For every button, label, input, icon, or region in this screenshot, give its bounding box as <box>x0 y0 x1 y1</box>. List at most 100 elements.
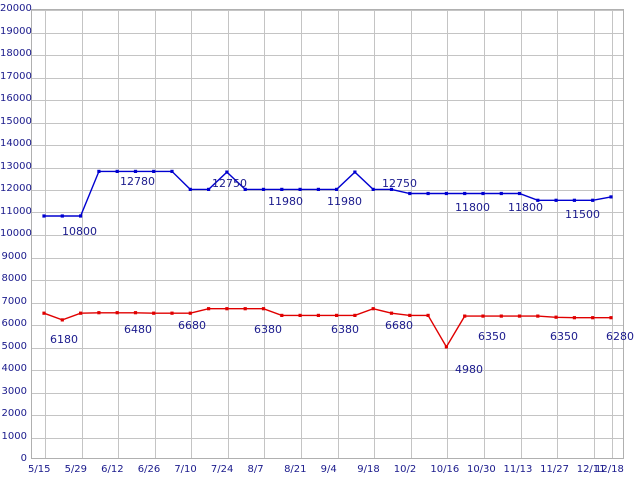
data-point-marker <box>444 345 448 349</box>
data-point-marker <box>572 198 576 202</box>
gridline-vertical <box>521 10 522 458</box>
gridline-horizontal <box>32 78 623 79</box>
data-point-marker <box>371 187 375 191</box>
data-point-marker <box>517 314 522 318</box>
data-point-marker <box>133 169 138 173</box>
gridline-vertical <box>155 10 156 458</box>
data-point-marker <box>261 187 266 191</box>
data-point-marker <box>42 214 46 218</box>
gridline-vertical <box>82 10 83 458</box>
gridline-vertical <box>228 10 229 458</box>
data-value-label: 6480 <box>124 323 152 336</box>
gridline-vertical <box>45 10 46 458</box>
gridline-vertical <box>338 10 339 458</box>
data-point-marker <box>408 191 412 196</box>
data-point-marker <box>426 191 430 196</box>
x-axis-tick-label: 6/26 <box>137 464 161 475</box>
data-point-marker <box>280 313 284 317</box>
gridline-horizontal <box>32 415 623 416</box>
gridline-horizontal <box>32 145 623 146</box>
gridline-vertical <box>594 10 595 458</box>
data-point-marker <box>261 307 266 311</box>
data-value-label: 11800 <box>455 201 490 214</box>
data-point-marker <box>353 313 357 317</box>
gridline-horizontal <box>32 123 623 124</box>
data-point-marker <box>554 315 558 319</box>
gridline-vertical <box>557 10 558 458</box>
gridline-vertical <box>191 10 192 458</box>
gridline-vertical <box>301 10 302 458</box>
data-point-marker <box>609 195 613 199</box>
data-point-marker <box>97 169 101 173</box>
data-value-label: 11980 <box>327 195 362 208</box>
gridline-vertical <box>447 10 448 458</box>
data-point-marker <box>408 313 412 317</box>
data-point-marker <box>243 187 247 191</box>
gridline-vertical <box>264 10 265 458</box>
data-value-label: 6380 <box>254 323 282 336</box>
data-value-label: 6280 <box>606 330 634 343</box>
data-value-label: 6350 <box>550 330 578 343</box>
data-point-marker <box>225 170 229 174</box>
gridline-horizontal <box>32 325 623 326</box>
data-point-marker <box>188 311 192 315</box>
gridline-horizontal <box>32 303 623 304</box>
x-axis-tick-label: 10/16 <box>430 464 460 475</box>
gridline-horizontal <box>32 370 623 371</box>
data-point-marker <box>481 191 485 196</box>
x-axis-tick-label: 12/18 <box>595 464 624 475</box>
data-point-marker <box>298 313 302 317</box>
data-point-marker <box>97 311 101 315</box>
data-point-marker <box>152 169 156 173</box>
x-axis-tick-label: 11/13 <box>503 464 533 475</box>
data-point-marker <box>115 311 119 315</box>
plot-area <box>31 9 624 459</box>
data-point-marker <box>554 198 558 202</box>
gridline-horizontal <box>32 393 623 394</box>
data-point-marker <box>152 311 156 315</box>
data-point-marker <box>444 191 448 196</box>
series-line-red-series <box>43 307 611 349</box>
data-value-label: 6680 <box>385 319 413 332</box>
x-axis-tick-label: 8/21 <box>284 464 307 475</box>
data-value-label: 12780 <box>120 175 155 188</box>
x-axis-tick-label: 9/18 <box>357 464 380 475</box>
data-point-marker <box>298 187 302 191</box>
x-axis-tick-label: 12/11 <box>576 464 606 475</box>
gridline-horizontal <box>32 10 623 11</box>
data-point-marker <box>536 314 540 318</box>
data-value-label: 6350 <box>478 330 506 343</box>
gridline-horizontal <box>32 212 623 213</box>
series-line-blue-series <box>44 170 612 217</box>
data-point-marker <box>481 314 485 318</box>
x-axis-tick-label: 7/10 <box>174 464 197 475</box>
x-axis-tick-label: 9/4 <box>320 464 337 475</box>
data-point-marker <box>170 169 174 173</box>
x-axis-tick-label: 7/24 <box>210 464 234 475</box>
gridline-horizontal <box>32 280 623 281</box>
data-value-label: 12750 <box>382 177 417 190</box>
data-value-label: 11800 <box>508 201 543 214</box>
x-axis-tick-label: 6/12 <box>101 464 124 475</box>
data-point-marker <box>609 316 613 320</box>
data-point-marker <box>335 313 339 317</box>
gridline-vertical <box>484 10 485 458</box>
data-point-marker <box>316 187 320 191</box>
data-value-label: 11980 <box>268 195 303 208</box>
x-axis-tick-label: 5/29 <box>64 464 88 475</box>
data-point-marker <box>316 313 320 317</box>
data-point-marker <box>499 314 503 318</box>
data-point-marker <box>170 311 174 315</box>
data-point-marker <box>42 311 46 315</box>
gridline-vertical <box>118 10 119 458</box>
data-point-marker <box>389 311 394 315</box>
data-point-marker <box>243 307 247 311</box>
gridline-horizontal <box>32 235 623 236</box>
data-value-label: 6180 <box>50 333 78 346</box>
gridline-horizontal <box>32 258 623 259</box>
data-point-marker <box>280 187 284 191</box>
data-point-marker <box>389 187 394 191</box>
data-point-marker <box>133 311 138 315</box>
data-point-marker <box>60 318 64 322</box>
